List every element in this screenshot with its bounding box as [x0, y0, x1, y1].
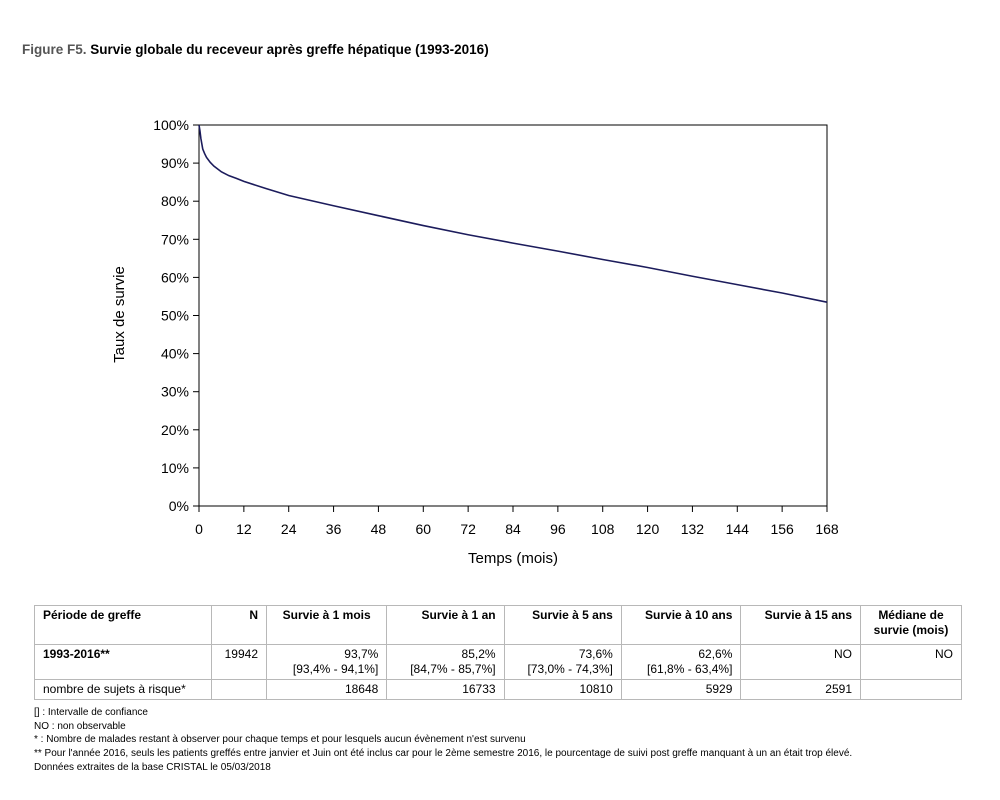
cell-n: 19942 — [211, 644, 267, 680]
table-row-main: 1993-2016** 19942 93,7% [93,4% - 94,1%] 8… — [34, 644, 962, 680]
cell-1-year: 85,2% [84,7% - 85,7%] — [386, 644, 505, 680]
cell-risk-10-years: 5929 — [620, 679, 742, 700]
cell-risk-15-years: 2591 — [740, 679, 861, 700]
y-axis-label: Taux de survie — [111, 266, 128, 363]
x-tick-label: 108 — [591, 521, 615, 537]
cell-ci: [73,0% - 74,3%] — [527, 662, 613, 676]
x-tick-label: 60 — [415, 521, 431, 537]
cell-ci: [61,8% - 63,4%] — [647, 662, 733, 676]
y-tick-label: 30% — [161, 384, 189, 400]
plot-frame — [198, 124, 828, 507]
x-tick-label: 12 — [236, 521, 252, 537]
footnote: ** Pour l'année 2016, seuls les patients… — [34, 748, 853, 760]
col-header-1-year: Survie à 1 an — [386, 605, 505, 645]
x-tick-label: 96 — [550, 521, 566, 537]
y-tick-label: 100% — [153, 117, 189, 133]
cell-1-month: 93,7% [93,4% - 94,1%] — [265, 644, 388, 680]
cell-15-years: NO — [740, 644, 861, 680]
cell-ci: [93,4% - 94,1%] — [292, 662, 379, 676]
cell-5-years: 73,6% [73,0% - 74,3%] — [503, 644, 622, 680]
col-header-5-years: Survie à 5 ans — [503, 605, 622, 645]
col-header-median: Médiane de survie (mois) — [860, 605, 962, 645]
footnotes: [] : Intervalle de confiance NO : non ob… — [34, 706, 852, 775]
survival-curve — [198, 124, 828, 303]
figure-label: Figure F5. — [22, 42, 87, 57]
cell-risk-1-month: 18648 — [265, 679, 388, 700]
y-tick-label: 80% — [161, 193, 189, 209]
y-tick-label: 60% — [161, 269, 189, 285]
col-header-15-years: Survie à 15 ans — [740, 605, 861, 645]
cell-median: NO — [860, 644, 962, 680]
y-tick-label: 0% — [169, 498, 189, 514]
x-tick-label: 48 — [371, 521, 387, 537]
figure-title: Figure F5. Survie globale du receveur ap… — [22, 42, 489, 57]
survival-table: Période de greffe N Survie à 1 mois Surv… — [34, 605, 962, 700]
y-tick-label: 90% — [161, 155, 189, 171]
x-tick-label: 84 — [505, 521, 521, 537]
footnote: [] : Intervalle de confiance — [34, 707, 148, 718]
cell-10-years: 62,6% [61,8% - 63,4%] — [620, 644, 742, 680]
figure-title-text: Survie globale du receveur après greffe … — [90, 42, 489, 57]
footnote: Données extraites de la base CRISTAL le … — [34, 761, 271, 773]
x-tick-label: 36 — [326, 521, 342, 537]
y-tick-label: 50% — [161, 308, 189, 324]
col-header-10-years: Survie à 10 ans — [620, 605, 742, 645]
col-header-1-month: Survie à 1 mois — [265, 605, 388, 645]
x-tick-label: 168 — [815, 521, 839, 537]
cell-value: 93,7% — [344, 647, 379, 661]
col-header-period: Période de greffe — [34, 605, 212, 645]
y-tick-label: 70% — [161, 231, 189, 247]
cell-risk-median — [860, 679, 962, 700]
cell-risk-1-year: 16733 — [386, 679, 505, 700]
y-tick-label: 10% — [161, 460, 189, 476]
x-tick-label: 120 — [636, 521, 660, 537]
cell-risk-5-years: 10810 — [503, 679, 622, 700]
x-tick-label: 144 — [726, 521, 750, 537]
cell-risk-label: nombre de sujets à risque* — [34, 679, 212, 700]
footnote: * : Nombre de malades restant à observer… — [34, 734, 526, 746]
cell-ci: [84,7% - 85,7%] — [410, 662, 496, 676]
survival-chart: 0% 10% 20% 30% 40% 50% 60% 70% 80% 90% 100% 0 12 24 36… — [111, 117, 839, 567]
x-tick-label: 156 — [770, 521, 794, 537]
table-row-risk: nombre de sujets à risque* 18648 16733 1… — [34, 679, 962, 700]
x-axis-label: Temps (mois) — [468, 550, 558, 567]
x-tick-label: 132 — [681, 521, 705, 537]
x-tick-label: 24 — [281, 521, 297, 537]
cell-period: 1993-2016** — [34, 644, 212, 680]
col-header-n: N — [211, 605, 267, 645]
y-tick-label: 40% — [161, 346, 189, 362]
footnote: NO : non observable — [34, 720, 126, 732]
x-tick-label: 0 — [195, 521, 203, 537]
x-tick-label: 72 — [460, 521, 476, 537]
table-header-row: Période de greffe N Survie à 1 mois Surv… — [34, 605, 962, 645]
y-tick-label: 20% — [161, 422, 189, 438]
cell-value: 62,6% — [698, 647, 733, 661]
cell-risk-empty — [211, 679, 267, 700]
cell-value: 73,6% — [578, 647, 613, 661]
cell-value: 85,2% — [461, 647, 496, 661]
